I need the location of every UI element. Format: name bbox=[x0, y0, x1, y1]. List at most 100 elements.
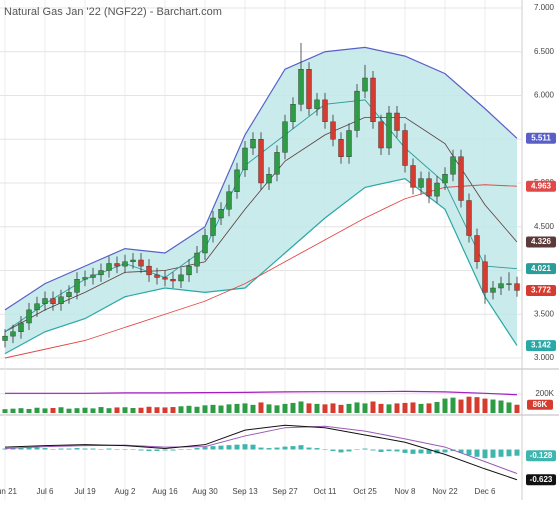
price-tag-label: -0.128 bbox=[530, 451, 553, 460]
volume-bar bbox=[106, 408, 112, 413]
volume-bar bbox=[234, 403, 240, 413]
volume-bar bbox=[130, 408, 136, 413]
band-line bbox=[4, 46, 518, 311]
macd-histogram-bar bbox=[314, 448, 320, 450]
macd-histogram-bar bbox=[106, 448, 112, 450]
candle-body bbox=[378, 121, 384, 149]
macd-histogram-bar bbox=[346, 449, 352, 452]
candle-body bbox=[514, 283, 520, 291]
macd-histogram-bar bbox=[98, 449, 104, 450]
volume-bar bbox=[274, 405, 280, 413]
candle-body bbox=[250, 139, 256, 149]
volume-bar bbox=[2, 409, 8, 413]
macd-histogram-bar bbox=[34, 447, 40, 450]
volume-bar bbox=[258, 402, 264, 413]
candle-body bbox=[106, 263, 112, 271]
candle-body bbox=[226, 191, 232, 210]
candle-body bbox=[2, 335, 8, 341]
volume-bar bbox=[194, 406, 200, 413]
volume-bar bbox=[450, 397, 456, 413]
candle-body bbox=[458, 156, 464, 201]
macd-histogram-bar bbox=[226, 445, 232, 450]
price-tag bbox=[526, 450, 556, 462]
macd-histogram-bar bbox=[482, 449, 488, 459]
macd-histogram-bar bbox=[130, 449, 136, 451]
candle-body bbox=[346, 130, 352, 157]
macd-histogram-bar bbox=[90, 448, 96, 450]
candle-body bbox=[498, 283, 504, 289]
macd-histogram-bar bbox=[514, 449, 520, 456]
volume-bar bbox=[298, 401, 304, 413]
candle-body bbox=[18, 322, 24, 332]
macd-histogram-bar bbox=[170, 449, 176, 451]
candle-body bbox=[258, 139, 264, 184]
candle-body bbox=[130, 259, 136, 262]
volume-bar bbox=[242, 403, 248, 413]
volume-bar bbox=[338, 404, 344, 413]
macd-histogram-bar bbox=[490, 449, 496, 458]
y-tick-label: 3.000 bbox=[534, 353, 555, 362]
price-tag bbox=[526, 340, 556, 352]
candle-body bbox=[282, 121, 288, 153]
candle-body bbox=[194, 252, 200, 267]
volume-bar bbox=[154, 407, 160, 413]
candle-body bbox=[386, 112, 392, 149]
macd-histogram-bar bbox=[66, 448, 72, 450]
price-tag-label: 5.511 bbox=[531, 133, 551, 142]
candle-body bbox=[34, 303, 40, 311]
price-tag bbox=[526, 236, 556, 248]
macd-histogram-bar bbox=[250, 444, 256, 450]
volume-bar bbox=[202, 405, 208, 413]
volume-bar bbox=[402, 402, 408, 413]
candle-body bbox=[354, 90, 360, 131]
volume-bar bbox=[514, 404, 520, 413]
macd-histogram-bar bbox=[138, 449, 144, 451]
candle-body bbox=[298, 69, 304, 105]
candle-body bbox=[138, 259, 144, 267]
macd-histogram-bar bbox=[442, 449, 448, 453]
macd-histogram-bar bbox=[322, 449, 328, 451]
candle-body bbox=[322, 99, 328, 122]
price-tag bbox=[526, 180, 556, 192]
chart-title: Natural Gas Jan '22 (NGF22) - Barchart.c… bbox=[4, 6, 222, 18]
volume-bar bbox=[426, 403, 432, 413]
macd-histogram-bar bbox=[210, 446, 216, 450]
candle-body bbox=[154, 274, 160, 278]
price-tag-label: 4.963 bbox=[531, 181, 552, 190]
band-line bbox=[4, 177, 518, 355]
candle-body bbox=[186, 265, 192, 276]
macd-histogram-bar bbox=[474, 449, 480, 457]
volume-bar bbox=[98, 407, 104, 413]
open-interest-line bbox=[5, 390, 518, 396]
macd-histogram-bar bbox=[234, 444, 240, 450]
x-tick-label: Aug 30 bbox=[192, 487, 218, 496]
candle-body bbox=[306, 69, 312, 109]
volume-bar bbox=[58, 407, 64, 413]
volume-bar bbox=[282, 403, 288, 413]
volume-bar bbox=[378, 403, 384, 413]
macd-histogram-bar bbox=[242, 444, 248, 450]
macd-histogram-bar bbox=[410, 449, 416, 454]
macd-histogram-bar bbox=[178, 449, 184, 451]
volume-bar bbox=[170, 407, 176, 413]
volume-bar bbox=[226, 404, 232, 413]
x-tick-label: Dec 6 bbox=[475, 487, 496, 496]
volume-bar bbox=[66, 408, 72, 413]
macd-histogram-bar bbox=[306, 447, 312, 450]
candle-body bbox=[210, 217, 216, 236]
volume-bar bbox=[322, 404, 328, 413]
macd-histogram-bar bbox=[498, 449, 504, 457]
volume-bar bbox=[290, 402, 296, 413]
candle-body bbox=[242, 147, 248, 171]
x-tick-label: Aug 2 bbox=[115, 487, 136, 496]
x-tick-label: Oct 11 bbox=[314, 487, 338, 496]
volume-bar bbox=[178, 406, 184, 413]
macd-histogram-bar bbox=[10, 448, 16, 450]
candle-body bbox=[82, 277, 88, 280]
candle-body bbox=[74, 279, 80, 293]
price-tag-label: 4.021 bbox=[531, 264, 552, 273]
macd-histogram-bar bbox=[426, 449, 432, 454]
volume-bar bbox=[162, 407, 168, 413]
candle-body bbox=[434, 182, 440, 197]
